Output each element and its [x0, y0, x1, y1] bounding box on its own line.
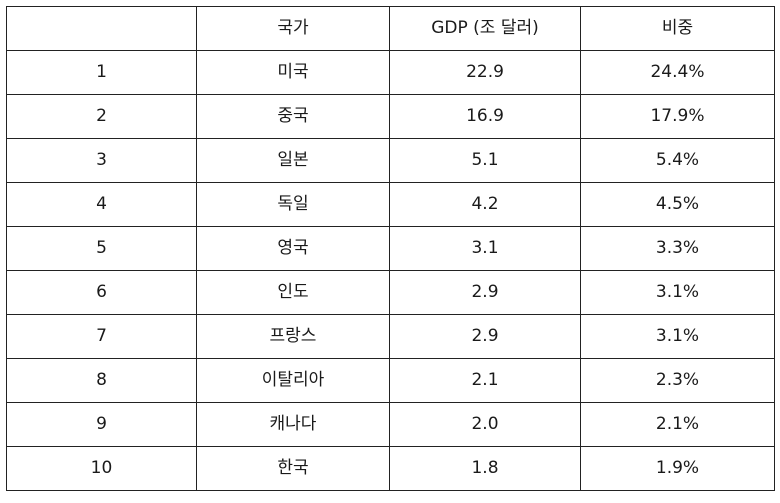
country-cell: 프랑스	[196, 314, 390, 359]
table-row: 9 캐나다 2.0 2.1%	[6, 402, 775, 447]
rank-cell: 10	[6, 446, 197, 491]
table-row: 7 프랑스 2.9 3.1%	[6, 314, 775, 359]
gdp-cell: 5.1	[389, 138, 581, 183]
rank-cell: 1	[6, 50, 197, 95]
gdp-cell: 2.0	[389, 402, 581, 447]
table-row: 2 중국 16.9 17.9%	[6, 94, 775, 139]
country-cell: 이탈리아	[196, 358, 390, 403]
gdp-cell: 2.9	[389, 314, 581, 359]
table-header-row: 국가 GDP (조 달러) 비중	[6, 6, 775, 51]
share-cell: 3.3%	[580, 226, 775, 271]
gdp-cell: 4.2	[389, 182, 581, 227]
share-cell: 24.4%	[580, 50, 775, 95]
rank-cell: 5	[6, 226, 197, 271]
country-cell: 독일	[196, 182, 390, 227]
gdp-table: 국가 GDP (조 달러) 비중 1 미국 22.9 24.4% 2 중국 16…	[6, 6, 775, 491]
gdp-cell: 2.1	[389, 358, 581, 403]
rank-cell: 9	[6, 402, 197, 447]
gdp-cell: 16.9	[389, 94, 581, 139]
country-cell: 영국	[196, 226, 390, 271]
country-cell: 미국	[196, 50, 390, 95]
share-cell: 5.4%	[580, 138, 775, 183]
share-cell: 1.9%	[580, 446, 775, 491]
share-cell: 17.9%	[580, 94, 775, 139]
table-row: 6 인도 2.9 3.1%	[6, 270, 775, 315]
gdp-cell: 3.1	[389, 226, 581, 271]
header-share: 비중	[580, 6, 775, 51]
share-cell: 3.1%	[580, 314, 775, 359]
country-cell: 중국	[196, 94, 390, 139]
gdp-table-container: 국가 GDP (조 달러) 비중 1 미국 22.9 24.4% 2 중국 16…	[6, 6, 775, 491]
table-row: 5 영국 3.1 3.3%	[6, 226, 775, 271]
share-cell: 4.5%	[580, 182, 775, 227]
header-gdp: GDP (조 달러)	[389, 6, 581, 51]
rank-cell: 3	[6, 138, 197, 183]
gdp-cell: 22.9	[389, 50, 581, 95]
table-row: 8 이탈리아 2.1 2.3%	[6, 358, 775, 403]
share-cell: 2.1%	[580, 402, 775, 447]
table-row: 3 일본 5.1 5.4%	[6, 138, 775, 183]
share-cell: 3.1%	[580, 270, 775, 315]
share-cell: 2.3%	[580, 358, 775, 403]
rank-cell: 4	[6, 182, 197, 227]
table-row: 4 독일 4.2 4.5%	[6, 182, 775, 227]
rank-cell: 7	[6, 314, 197, 359]
country-cell: 인도	[196, 270, 390, 315]
country-cell: 캐나다	[196, 402, 390, 447]
table-row: 1 미국 22.9 24.4%	[6, 50, 775, 95]
gdp-cell: 2.9	[389, 270, 581, 315]
country-cell: 한국	[196, 446, 390, 491]
rank-cell: 8	[6, 358, 197, 403]
header-rank	[6, 6, 197, 51]
country-cell: 일본	[196, 138, 390, 183]
rank-cell: 6	[6, 270, 197, 315]
table-row: 10 한국 1.8 1.9%	[6, 446, 775, 491]
gdp-cell: 1.8	[389, 446, 581, 491]
header-country: 국가	[196, 6, 390, 51]
rank-cell: 2	[6, 94, 197, 139]
